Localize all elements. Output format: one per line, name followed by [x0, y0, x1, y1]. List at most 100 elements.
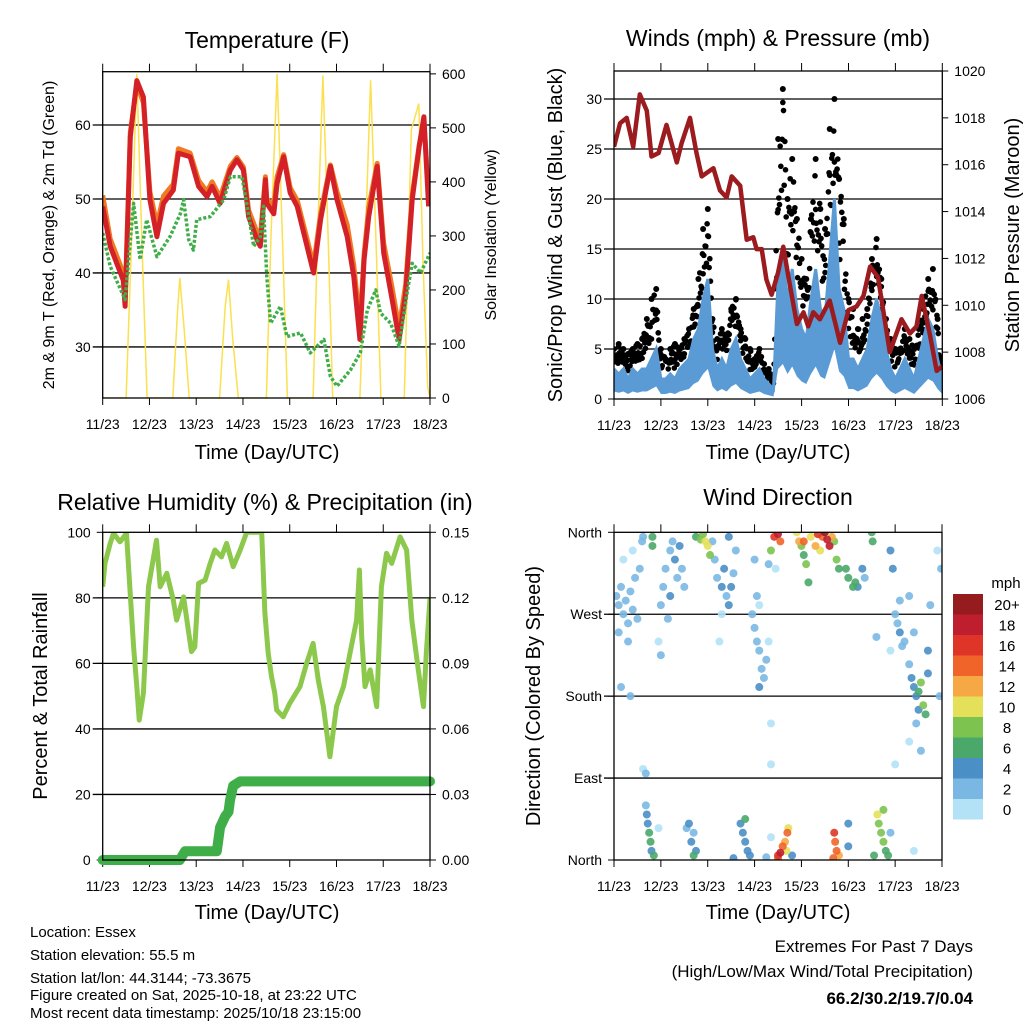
- gust-point: [836, 176, 843, 182]
- gust-point: [742, 336, 749, 342]
- y-right-tick-label: 100: [442, 336, 466, 352]
- wind-direction-point: [626, 692, 635, 701]
- x-tick-label: 14/23: [225, 416, 260, 432]
- wind-direction-point: [614, 601, 623, 610]
- gust-point: [639, 355, 645, 362]
- wind-direction-point: [689, 828, 698, 837]
- gust-point: [665, 366, 672, 372]
- gust-point: [806, 284, 812, 291]
- wind-direction-point: [935, 692, 942, 701]
- gust-point: [778, 163, 784, 170]
- wind-direction-point: [715, 637, 724, 646]
- gust-point: [697, 290, 704, 296]
- wind-direction-point: [776, 537, 785, 546]
- gust-point: [634, 341, 641, 347]
- gust-point: [784, 196, 791, 202]
- temperature-xlabel: Time (Day/UTC): [195, 442, 340, 464]
- gust-point: [906, 336, 913, 342]
- plot-frame: [102, 71, 431, 399]
- gust-point: [767, 371, 774, 377]
- gust-point: [702, 243, 709, 250]
- gust-point: [865, 313, 871, 320]
- gust-point: [659, 362, 666, 369]
- wind-direction-point: [628, 605, 637, 614]
- wind-direction-point: [641, 801, 650, 810]
- gust-point: [812, 173, 818, 179]
- station-info: Location: Essex Station elevation: 55.5 …: [30, 924, 361, 1022]
- elevation-text: Station elevation: 55.5 m: [30, 947, 195, 964]
- wind-direction-point: [635, 564, 644, 573]
- gust-point: [625, 367, 631, 374]
- y-tick-label: 15: [586, 241, 602, 257]
- winds-ylabel: Sonic/Prop Wind & Gust (Blue, Black): [545, 68, 567, 403]
- gust-point: [929, 266, 936, 272]
- wind-direction-point: [832, 555, 841, 564]
- wind-direction-point: [621, 596, 630, 605]
- gust-point: [776, 201, 783, 208]
- gust-point: [817, 206, 824, 212]
- gust-point: [930, 306, 936, 313]
- wind-direction-point: [654, 824, 663, 833]
- y-right-tick-label: 1014: [954, 204, 985, 220]
- station-pressure-line: [614, 92, 943, 374]
- gust-point: [911, 362, 917, 368]
- winds-pressure-panel: 0 5 10 15 20 25 30 1006 1008 1010 1012 1014 1016 1018…: [586, 63, 986, 433]
- y-tick-label: 25: [586, 141, 602, 157]
- gust-point: [696, 295, 702, 301]
- wind-direction-point: [867, 532, 876, 537]
- y-tick-label: 60: [75, 655, 91, 671]
- legend-swatch: [953, 676, 983, 697]
- wind-direction-point: [762, 853, 771, 860]
- x-tick-label: 12/23: [132, 416, 167, 432]
- humidity-ylabel: Percent & Total Rainfall: [30, 592, 52, 800]
- wind-direction-point: [642, 810, 651, 819]
- gust-point: [739, 350, 746, 356]
- wind-direction-point: [771, 564, 780, 573]
- gust-point: [758, 353, 765, 360]
- gust-point: [869, 287, 875, 294]
- gust-point: [761, 361, 768, 367]
- legend-swatch: [953, 778, 983, 799]
- x-tick-label: 11/23: [597, 417, 631, 433]
- gust-point: [723, 347, 730, 354]
- plot-frame: [613, 70, 943, 400]
- x-tick-label: 16/23: [319, 416, 354, 432]
- x-tick-label: 11/23: [597, 878, 631, 894]
- gust-point: [814, 227, 820, 233]
- gust-point: [800, 303, 806, 309]
- gust-point: [840, 216, 847, 222]
- legend-swatch: [953, 635, 983, 656]
- wind-direction-point: [717, 582, 726, 591]
- gust-point: [866, 295, 873, 302]
- gust-point: [723, 341, 729, 348]
- wind-direction-point: [774, 532, 782, 539]
- wind-direction-point: [703, 541, 712, 550]
- gust-point: [826, 172, 833, 179]
- recent-timestamp-text: Most recent data timestamp: 2025/10/18 2…: [30, 1005, 361, 1022]
- gust-point: [654, 316, 660, 323]
- gust-point: [706, 264, 712, 271]
- gust-point: [686, 326, 693, 332]
- gust-point: [820, 275, 827, 281]
- wind-direction-point: [776, 848, 785, 857]
- wind-direction-point: [792, 532, 801, 537]
- gust-point: [932, 296, 939, 303]
- gust-point: [864, 321, 871, 327]
- wind-direction-point: [841, 564, 850, 573]
- wind-direction-point: [680, 582, 689, 591]
- gust-point: [625, 351, 632, 357]
- gust-point: [818, 243, 825, 249]
- wind-direction-point: [873, 810, 882, 819]
- wind-direction-point: [639, 532, 648, 541]
- plot-area: [614, 86, 943, 397]
- gust-point: [685, 331, 692, 337]
- gust-point: [707, 255, 713, 262]
- gust-point: [756, 346, 763, 352]
- wind-direction-point: [832, 846, 841, 855]
- y-tick-label: West: [570, 606, 602, 622]
- x-tick-label: 14/23: [225, 878, 260, 894]
- x-tick-label: 17/23: [878, 878, 913, 894]
- gust-point: [776, 195, 782, 201]
- gust-point: [892, 346, 899, 352]
- y-tick-label: 40: [75, 721, 91, 737]
